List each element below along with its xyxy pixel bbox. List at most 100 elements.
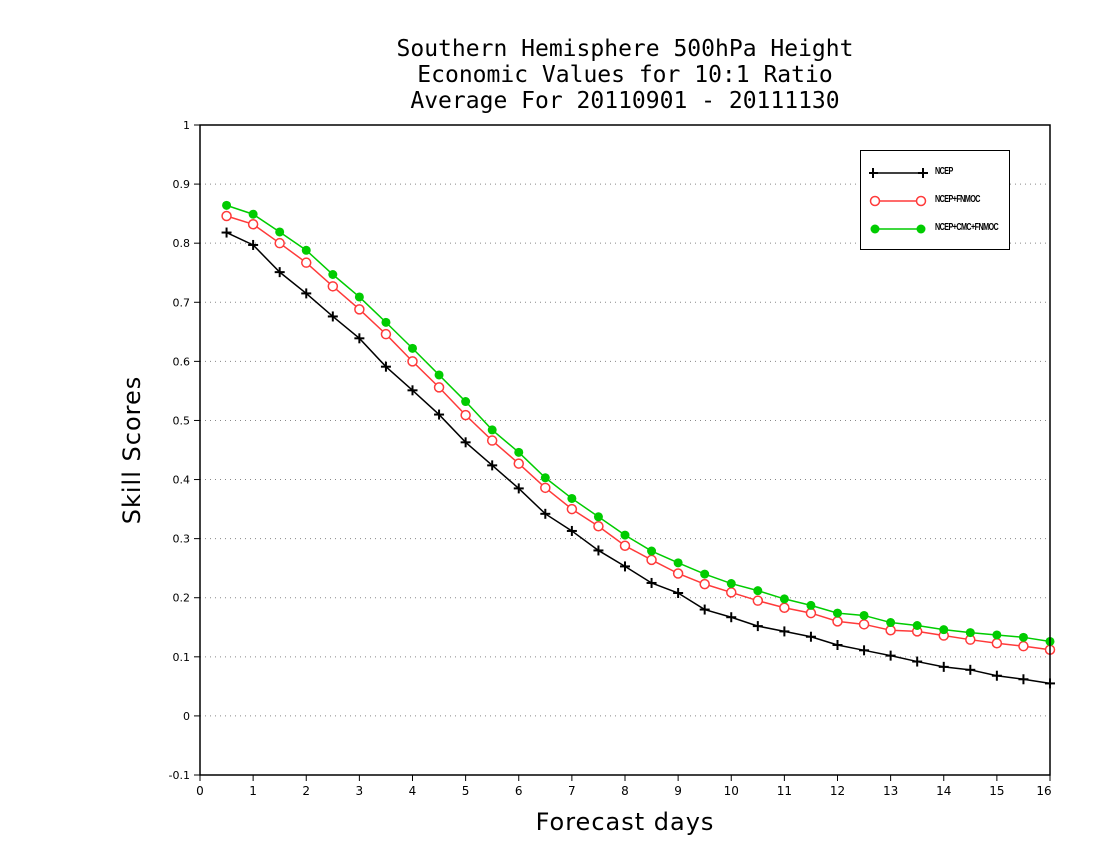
data-point: [753, 586, 763, 596]
data-point: [513, 483, 524, 494]
series-line: [226, 215, 1051, 651]
y-tick-label: 0: [183, 710, 190, 723]
data-point: [486, 435, 498, 446]
data-point: [221, 210, 232, 222]
data-point: [700, 569, 710, 579]
y-tick-label: 0.6: [173, 355, 191, 368]
data-point: [222, 200, 232, 210]
legend: NCEP NCEP+FNMOC NCEP+CMC+FNMOC: [860, 150, 1010, 250]
y-tick-label: 0.1: [173, 651, 191, 664]
series-ncep-fnmoc: [221, 210, 1056, 655]
data-point: [752, 595, 764, 606]
legend-label-ncep-cmc-fnmoc: NCEP+CMC+FNMOC: [935, 222, 999, 233]
legend-item-ncep: NCEP: [869, 161, 1009, 185]
x-tick-label: 12: [830, 784, 845, 798]
data-point: [540, 508, 551, 519]
data-point: [991, 637, 1003, 649]
data-point: [779, 626, 790, 637]
data-point: [540, 482, 551, 494]
data-point: [991, 670, 1002, 681]
data-point: [407, 385, 418, 396]
y-tick-label: 0.5: [173, 414, 191, 427]
data-point: [1018, 674, 1029, 685]
data-point: [1018, 640, 1029, 652]
x-tick-label: 14: [936, 784, 951, 798]
data-point: [248, 209, 258, 219]
data-point: [274, 267, 285, 278]
x-tick-label: 15: [989, 784, 1004, 798]
data-point: [354, 292, 364, 302]
y-tick-label: 1: [183, 119, 190, 132]
data-point: [912, 656, 923, 667]
x-axis-label: Forecast days: [535, 808, 715, 836]
series-line: [226, 231, 1051, 685]
data-point: [407, 356, 418, 367]
data-point: [965, 628, 975, 638]
data-point: [886, 618, 896, 628]
data-point: [859, 610, 869, 620]
data-point: [566, 525, 577, 536]
y-tick-label: 0.4: [173, 474, 191, 487]
data-point: [301, 245, 311, 255]
data-point: [381, 317, 391, 327]
data-point: [380, 361, 391, 372]
data-point: [620, 530, 630, 540]
plot-frame: [199, 124, 1051, 776]
data-point: [593, 520, 604, 532]
data-point: [673, 588, 684, 598]
x-tick-label: 5: [462, 784, 470, 798]
data-point: [806, 600, 816, 610]
series-ncep: [221, 227, 1055, 689]
chart-title-line-1: Southern Hemisphere 500hPa Height: [396, 36, 854, 62]
grid-lines: [200, 183, 1050, 717]
legend-item-ncep-cmc-fnmoc: NCEP+CMC+FNMOC: [869, 217, 1009, 241]
legend-swatch-ncep: [869, 168, 928, 178]
y-axis-label: Skill Scores: [118, 375, 146, 525]
y-tick-label: 0.3: [173, 533, 191, 546]
y-tick-label: 0.2: [173, 592, 191, 605]
legend-item-ncep-fnmoc: NCEP+FNMOC: [869, 189, 1009, 213]
data-point: [779, 594, 789, 604]
y-tick-label: 0.9: [173, 178, 191, 191]
data-point: [301, 288, 312, 299]
x-tick-label: 7: [568, 784, 576, 798]
legend-label-ncep: NCEP: [935, 166, 953, 177]
data-point: [301, 257, 312, 268]
data-point: [699, 578, 710, 590]
data-point: [992, 630, 1002, 640]
chart-title-line-3: Average For 20110901 - 20111130: [410, 88, 840, 114]
data-point: [912, 621, 922, 630]
x-tick-label: 8: [621, 784, 629, 798]
data-point: [859, 645, 870, 656]
data-point: [858, 619, 870, 630]
x-tick-label: 2: [302, 784, 310, 798]
legend-label-ncep-fnmoc: NCEP+FNMOC: [935, 194, 980, 205]
x-tick-label: 6: [515, 784, 523, 798]
data-point: [805, 631, 816, 642]
data-point: [380, 328, 392, 340]
x-tick-label: 4: [409, 784, 417, 798]
data-point: [354, 333, 365, 344]
x-tick-label: 9: [674, 784, 682, 798]
data-point: [619, 540, 631, 551]
x-tick-label: 3: [356, 784, 364, 798]
y-tick-label: -0.1: [169, 769, 190, 782]
series-ncep-cmc-fnmoc: [222, 200, 1055, 646]
data-point: [726, 579, 736, 589]
data-point: [965, 664, 976, 675]
data-point: [620, 561, 630, 572]
data-point: [646, 577, 657, 588]
data-point: [514, 447, 524, 457]
x-tick-label: 11: [777, 784, 792, 798]
data-point: [832, 616, 843, 627]
data-point: [513, 458, 524, 469]
data-point: [699, 604, 710, 615]
data-point: [1018, 632, 1028, 642]
y-tick-label: 0.8: [173, 237, 191, 250]
data-point: [460, 409, 471, 421]
data-point: [327, 311, 338, 322]
data-point: [487, 425, 497, 435]
x-tick-label: 1: [249, 784, 257, 798]
data-point: [487, 460, 498, 471]
